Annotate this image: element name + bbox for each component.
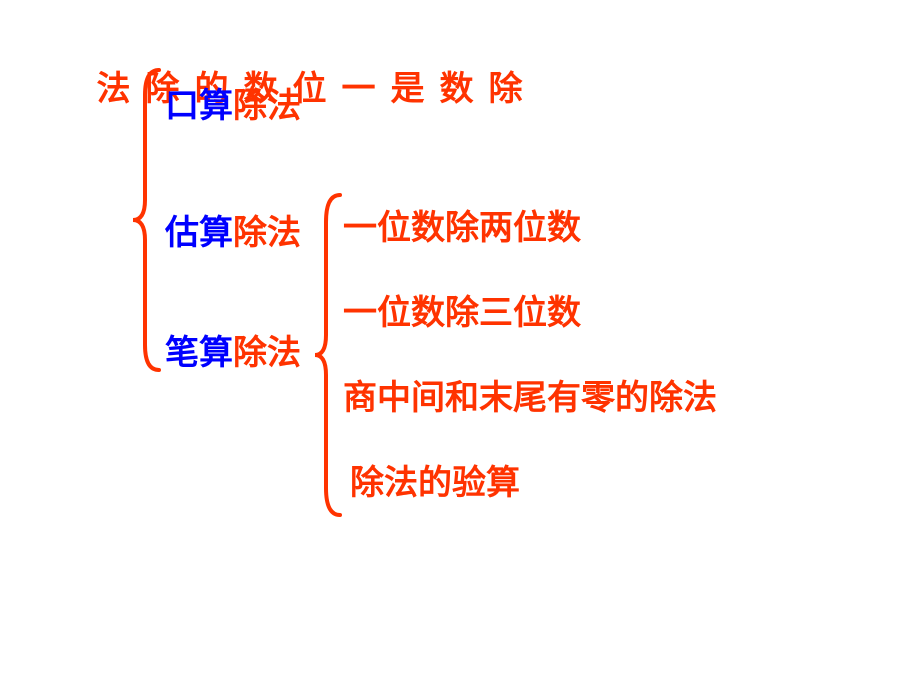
level2-item-1: 一位数除两位数 (343, 200, 581, 249)
item-prefix: 估算 (165, 215, 233, 252)
brace-level1 (127, 65, 167, 380)
level1-item-3: 笔算除法 (165, 325, 301, 374)
item-suffix: 除法 (233, 215, 301, 252)
item-suffix: 除法 (233, 335, 301, 372)
level1-item-2: 估算除法 (165, 205, 301, 254)
level1-item-1: 口算除法 (165, 78, 301, 127)
item-suffix: 除法 (233, 88, 301, 125)
item-prefix: 口算 (165, 88, 233, 125)
level2-item-4: 除法的验算 (350, 455, 520, 504)
brace-level2 (310, 190, 346, 525)
level2-item-2: 一位数除三位数 (343, 285, 581, 334)
item-prefix: 笔算 (165, 335, 233, 372)
level2-item-3: 商中间和末尾有零的除法 (343, 370, 717, 419)
